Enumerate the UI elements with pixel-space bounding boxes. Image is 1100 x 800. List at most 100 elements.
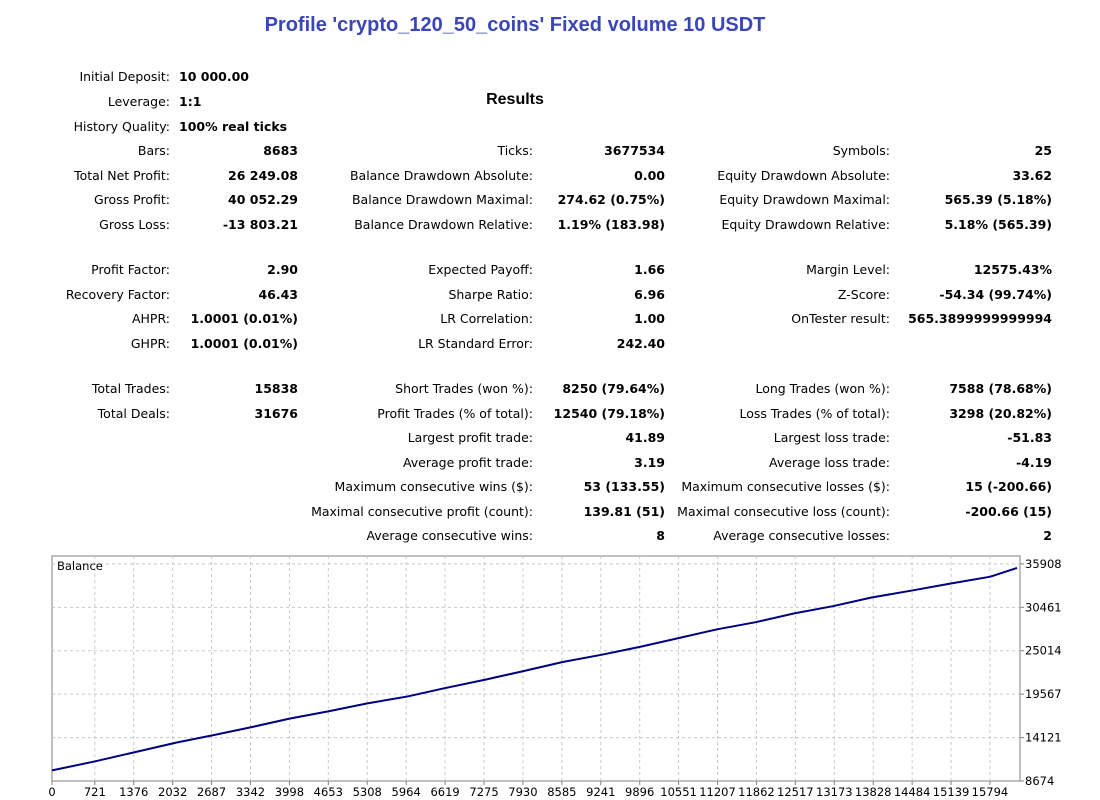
stat-value: 1.0001 (0.01%): [190, 311, 298, 326]
stat-label: Recovery Factor:: [65, 287, 170, 302]
chart-grid: [51, 555, 1024, 785]
chart-title: Balance: [57, 559, 103, 573]
stat-value: 2: [1043, 528, 1052, 543]
stat-value: 3677534: [604, 143, 665, 158]
stat-label: Maximum consecutive wins ($):: [334, 479, 533, 494]
stat-value: 1.00: [634, 311, 665, 326]
stat-value: 3.19: [634, 455, 665, 470]
stat-value: 46.43: [258, 287, 298, 302]
x-tick-label: 5308: [353, 785, 382, 799]
stat-label: Total Net Profit:: [74, 168, 170, 183]
stat-value: 6.96: [634, 287, 665, 302]
stat-value: 33.62: [1012, 168, 1052, 183]
stat-value: 8250 (79.64%): [562, 381, 665, 396]
stat-label: Equity Drawdown Absolute:: [717, 168, 890, 183]
x-tick-label: 5964: [392, 785, 421, 799]
stat-label: Profit Trades (% of total):: [377, 406, 533, 421]
stat-value: 565.3899999999994: [908, 311, 1052, 326]
x-tick-label: 14484: [894, 785, 931, 799]
x-tick-label: 4653: [314, 785, 343, 799]
stat-label: Bars:: [137, 143, 170, 158]
results-heading: Results: [486, 91, 544, 108]
stat-value: 5.18% (565.39): [944, 217, 1052, 232]
x-tick-label: 9241: [586, 785, 615, 799]
stat-value: 8683: [263, 143, 298, 158]
stat-value: 25: [1034, 143, 1052, 158]
stat-label: History Quality:: [73, 119, 170, 134]
stat-value: 139.81 (51): [583, 504, 665, 519]
x-tick-label: 9896: [625, 785, 654, 799]
y-tick-label: 8674: [1025, 774, 1054, 788]
stat-label: Maximum consecutive losses ($):: [681, 479, 890, 494]
stat-label: LR Correlation:: [440, 311, 533, 326]
x-tick-label: 3998: [275, 785, 304, 799]
stat-label: Average loss trade:: [769, 455, 890, 470]
x-tick-label: 11207: [699, 785, 736, 799]
stat-label: Total Deals:: [97, 406, 170, 421]
stat-label: Margin Level:: [806, 262, 890, 277]
stat-label: Maximal consecutive loss (count):: [677, 504, 890, 519]
stat-label: Short Trades (won %):: [395, 381, 533, 396]
stat-label: GHPR:: [130, 336, 170, 351]
stat-label: Maximal consecutive profit (count):: [311, 504, 533, 519]
stat-label: Z-Score:: [837, 287, 890, 302]
stat-label: Equity Drawdown Maximal:: [719, 192, 890, 207]
x-tick-label: 2032: [158, 785, 187, 799]
x-tick-label: 12517: [777, 785, 814, 799]
stat-label: LR Standard Error:: [418, 336, 533, 351]
stat-value: 1.0001 (0.01%): [190, 336, 298, 351]
stat-value: 565.39 (5.18%): [944, 192, 1052, 207]
stat-value: 26 249.08: [228, 168, 298, 183]
stat-label: Leverage:: [107, 94, 170, 109]
stat-label: Average consecutive losses:: [713, 528, 890, 543]
stat-value: 12575.43%: [973, 262, 1052, 277]
stat-value: -4.19: [1015, 455, 1052, 470]
y-tick-label: 14121: [1025, 731, 1062, 745]
stat-value: 15838: [254, 381, 299, 396]
stat-value: 1:1: [179, 94, 202, 109]
x-tick-label: 2687: [197, 785, 226, 799]
stat-value: 53 (133.55): [583, 479, 665, 494]
stat-label: Largest loss trade:: [773, 430, 890, 445]
stat-value: 2.90: [267, 262, 298, 277]
stat-value: 7588 (78.68%): [949, 381, 1052, 396]
x-tick-label: 15794: [972, 785, 1009, 799]
stat-label: Profit Factor:: [91, 262, 170, 277]
y-tick-label: 30461: [1025, 600, 1062, 614]
stat-label: Expected Payoff:: [428, 262, 533, 277]
stat-value: -13 803.21: [222, 217, 298, 232]
stat-label: Ticks:: [497, 143, 533, 158]
stat-value: 10 000.00: [179, 69, 249, 84]
x-tick-label: 13828: [855, 785, 892, 799]
stat-value: 31676: [254, 406, 299, 421]
stat-label: Balance Drawdown Maximal:: [351, 192, 533, 207]
stat-label: Long Trades (won %):: [755, 381, 890, 396]
x-tick-label: 6619: [430, 785, 459, 799]
stat-value: -200.66 (15): [965, 504, 1052, 519]
x-tick-label: 3342: [236, 785, 265, 799]
x-tick-label: 10551: [660, 785, 697, 799]
stat-value: 0.00: [634, 168, 665, 183]
x-tick-label: 0: [48, 785, 55, 799]
stat-label: OnTester result:: [791, 311, 890, 326]
chart-line-layer: [51, 567, 1018, 772]
stat-label: Average profit trade:: [402, 455, 533, 470]
stat-value: 41.89: [625, 430, 665, 445]
y-tick-label: 35908: [1025, 557, 1062, 571]
stat-label: Average consecutive wins:: [366, 528, 533, 543]
stat-label: Largest profit trade:: [407, 430, 533, 445]
x-tick-label: 8585: [547, 785, 576, 799]
x-tick-label: 7275: [469, 785, 498, 799]
stat-value: 15 (-200.66): [965, 479, 1052, 494]
stat-label: Total Trades:: [91, 381, 170, 396]
stat-label: Gross Loss:: [99, 217, 170, 232]
stat-value: 1.19% (183.98): [557, 217, 665, 232]
stat-label: Loss Trades (% of total):: [739, 406, 890, 421]
stat-value: 3298 (20.82%): [949, 406, 1052, 421]
balance-line: [51, 567, 1018, 772]
y-tick-label: 19567: [1025, 687, 1062, 701]
x-tick-label: 1376: [119, 785, 148, 799]
stat-label: AHPR:: [131, 311, 170, 326]
x-tick-label: 13173: [816, 785, 853, 799]
